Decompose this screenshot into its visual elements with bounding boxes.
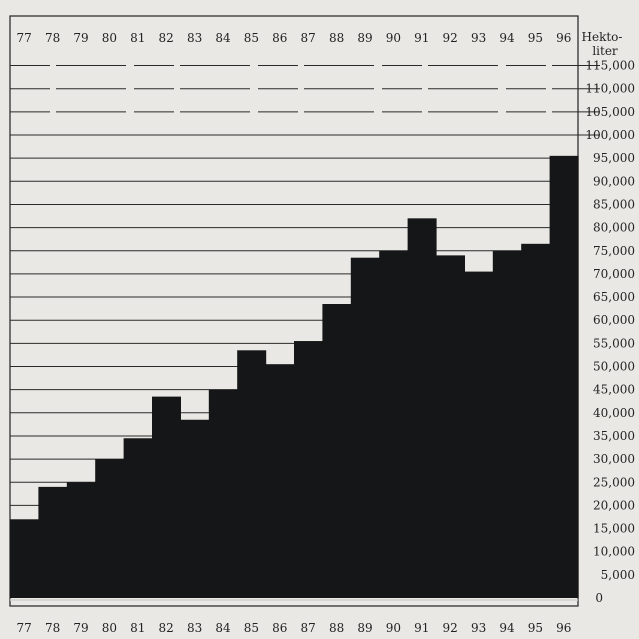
bar-80 (95, 459, 125, 598)
x-tick-label: 87 (301, 621, 316, 635)
x-tick-label: 81 (130, 621, 145, 635)
y-tick-label: 55,000 (593, 336, 635, 350)
x-axis-bottom-labels: 77 78 79 80 81 82 83 84 85 86 87 88 89 90 91 92 93 94 95 96 (17, 621, 572, 635)
x-tick-label: 77 (17, 621, 32, 635)
x-tick-label: 80 (102, 621, 117, 635)
y-tick-label: 80,000 (593, 221, 635, 235)
x-tick-label: 91 (414, 31, 429, 45)
bar-84 (208, 389, 238, 598)
x-tick-label: 84 (215, 31, 231, 45)
x-tick-label: 94 (499, 31, 515, 45)
x-tick-label: 81 (130, 31, 145, 45)
x-tick-label: 93 (471, 621, 486, 635)
x-tick-label: 85 (244, 31, 259, 45)
x-tick-label: 88 (329, 31, 344, 45)
x-tick-label: 96 (556, 31, 571, 45)
y-tick-label: 95,000 (593, 151, 635, 165)
y-tick-label: 25,000 (593, 475, 635, 489)
unit-label-line1: Hekto- (582, 30, 623, 44)
y-tick-label: 10,000 (593, 545, 635, 559)
x-tick-label: 86 (272, 621, 287, 635)
x-tick-label: 82 (159, 31, 174, 45)
x-tick-label: 84 (215, 621, 231, 635)
x-tick-label: 83 (187, 621, 202, 635)
bar-92 (436, 255, 465, 598)
bar-95 (521, 243, 551, 598)
x-tick-label: 91 (414, 621, 429, 635)
x-tick-label: 86 (272, 31, 287, 45)
bar-91 (407, 218, 437, 598)
x-tick-label: 82 (159, 621, 174, 635)
x-tick-label: 96 (556, 621, 571, 635)
bar-85 (237, 350, 267, 598)
bar-96 (549, 155, 579, 598)
bar-88 (322, 304, 352, 598)
y-tick-label: 0 (595, 591, 603, 605)
x-tick-label: 78 (45, 621, 60, 635)
bar-87 (294, 341, 323, 598)
y-tick-label: 5,000 (601, 568, 635, 582)
y-tick-label: 90,000 (593, 174, 635, 188)
x-tick-label: 94 (499, 621, 515, 635)
y-tick-label: 70,000 (593, 267, 635, 281)
x-tick-label: 95 (528, 31, 543, 45)
bar-81 (123, 438, 153, 598)
x-tick-label: 89 (357, 621, 372, 635)
y-tick-label: 60,000 (593, 313, 635, 327)
x-tick-label: 87 (301, 31, 316, 45)
x-tick-label: 85 (244, 621, 259, 635)
y-tick-label: 85,000 (593, 197, 635, 211)
bar-90 (379, 250, 409, 598)
x-tick-label: 90 (386, 621, 401, 635)
x-tick-label: 92 (443, 621, 458, 635)
bar-89 (350, 257, 380, 598)
x-tick-label: 95 (528, 621, 543, 635)
y-tick-label: 35,000 (593, 429, 635, 443)
y-tick-label: 65,000 (593, 290, 635, 304)
x-tick-label: 80 (102, 31, 117, 45)
unit-label-line2: liter (592, 44, 618, 58)
y-tick-label: 100,000 (585, 128, 635, 142)
bar-86 (265, 364, 295, 598)
x-tick-label: 83 (187, 31, 202, 45)
y-tick-label: 30,000 (593, 452, 635, 466)
bar-77 (10, 519, 39, 598)
bar-79 (66, 482, 96, 598)
x-tick-label: 88 (329, 621, 344, 635)
bar-82 (152, 396, 181, 598)
y-tick-label: 110,000 (585, 82, 635, 96)
y-tick-label: 40,000 (593, 406, 635, 420)
y-tick-label: 50,000 (593, 360, 635, 374)
bar-93 (464, 271, 494, 598)
y-tick-label: 45,000 (593, 383, 635, 397)
y-tick-label: 75,000 (593, 244, 635, 258)
x-tick-label: 79 (73, 621, 88, 635)
x-tick-label: 79 (73, 31, 88, 45)
x-tick-label: 77 (17, 31, 32, 45)
bar-83 (180, 419, 210, 598)
x-tick-label: 89 (357, 31, 372, 45)
y-tick-label: 15,000 (593, 522, 635, 536)
y-tick-label: 105,000 (585, 105, 635, 119)
x-tick-label: 78 (45, 31, 60, 45)
bar-78 (38, 486, 68, 598)
bar-94 (492, 250, 522, 598)
bars (10, 155, 579, 601)
y-tick-label: 115,000 (585, 59, 635, 73)
y-tick-label: 20,000 (593, 498, 635, 512)
x-tick-label: 93 (471, 31, 486, 45)
y-axis-labels: 0 5,000 10,000 15,000 20,000 25,000 30,000 35,0… (585, 59, 635, 605)
x-tick-label: 92 (443, 31, 458, 45)
x-tick-label: 90 (386, 31, 401, 45)
x-axis-top-labels: 77 78 79 80 81 82 83 84 85 86 87 88 89 90 91 92 93 94 95 96 (17, 31, 572, 45)
